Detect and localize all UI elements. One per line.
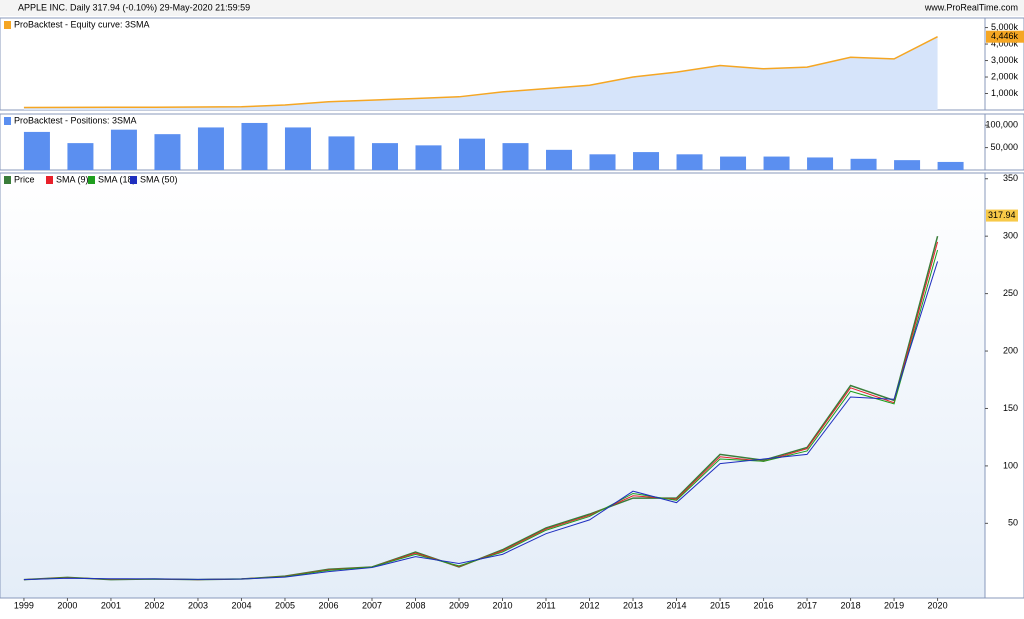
x-tick-label: 2006 xyxy=(318,600,338,610)
header-title: APPLE INC. Daily 317.94 (-0.10%) 29-May-… xyxy=(18,2,250,12)
series-line xyxy=(23,261,939,581)
legend-swatch xyxy=(4,117,11,125)
position-bar xyxy=(328,136,355,170)
x-tick-label: 2014 xyxy=(667,600,687,610)
position-bar xyxy=(633,152,660,170)
legend-label: Price xyxy=(14,174,35,184)
x-tick-label: 2013 xyxy=(623,600,643,610)
position-bar xyxy=(241,122,268,170)
x-tick-label: 2018 xyxy=(841,600,861,610)
x-tick-label: 2019 xyxy=(884,600,904,610)
x-tick-label: 2017 xyxy=(797,600,817,610)
x-tick-label: 2003 xyxy=(188,600,208,610)
pane xyxy=(0,113,986,171)
last-value-label: 4,446k xyxy=(991,31,1019,41)
position-bar xyxy=(502,143,529,170)
y-tick-label: 4,000k xyxy=(991,38,1019,48)
position-bar xyxy=(284,127,311,170)
position-bar xyxy=(807,157,834,170)
y-tick-label: 5,000k xyxy=(991,22,1019,32)
position-bar xyxy=(458,138,485,170)
position-bar xyxy=(23,131,50,170)
equity-line xyxy=(23,36,938,109)
last-value-box xyxy=(986,30,1024,43)
x-tick-label: 2007 xyxy=(362,600,382,610)
legend-swatch xyxy=(4,21,11,29)
position-bar xyxy=(67,143,94,170)
position-bar xyxy=(371,143,398,170)
y-tick-label: 2,000k xyxy=(991,71,1019,81)
y-tick-label: 1,000k xyxy=(991,88,1019,98)
y-tick-label: 100,000 xyxy=(985,120,1018,130)
position-bar xyxy=(546,149,573,170)
last-value-box xyxy=(986,209,1018,222)
legend-swatch xyxy=(46,176,53,184)
position-bar xyxy=(894,160,921,170)
x-tick-label: 2010 xyxy=(492,600,512,610)
legend-label: SMA (18) xyxy=(98,174,136,184)
pane-title: ProBacktest - Positions: 3SMA xyxy=(14,115,137,125)
equity-area xyxy=(23,36,938,110)
position-bar xyxy=(110,129,137,170)
y-tick-label: 100 xyxy=(1003,460,1018,470)
position-bar xyxy=(589,154,616,170)
legend-swatch xyxy=(4,176,11,184)
x-tick-label: 2012 xyxy=(580,600,600,610)
y-tick-label: 150 xyxy=(1003,403,1018,413)
x-tick-label: 2009 xyxy=(449,600,469,610)
x-tick-label: 2015 xyxy=(710,600,730,610)
y-tick-label: 300 xyxy=(1003,231,1018,241)
x-tick-label: 1999 xyxy=(14,600,34,610)
x-tick-label: 2016 xyxy=(754,600,774,610)
x-tick-label: 2005 xyxy=(275,600,295,610)
pane xyxy=(0,172,986,599)
x-tick-label: 2000 xyxy=(57,600,77,610)
axis-panel xyxy=(984,113,1024,171)
header-site: www.ProRealTime.com xyxy=(924,2,1018,12)
x-tick-label: 2001 xyxy=(101,600,121,610)
y-tick-label: 50,000 xyxy=(990,142,1018,152)
y-tick-label: 50 xyxy=(1008,518,1018,528)
position-bar xyxy=(937,161,964,170)
x-tick-label: 2011 xyxy=(536,600,555,610)
legend-label: SMA (9) xyxy=(56,174,89,184)
position-bar xyxy=(763,156,790,170)
y-tick-label: 3,000k xyxy=(991,55,1019,65)
position-bar xyxy=(415,145,442,170)
y-tick-label: 200 xyxy=(1003,345,1018,355)
y-tick-label: 250 xyxy=(1003,288,1018,298)
y-tick-label: 350 xyxy=(1003,173,1018,183)
x-tick-label: 2004 xyxy=(231,600,251,610)
position-bar xyxy=(197,127,224,170)
pane-title: ProBacktest - Equity curve: 3SMA xyxy=(14,19,150,29)
last-value-label: 317.94 xyxy=(988,210,1016,220)
header-bar xyxy=(0,0,1024,16)
x-tick-label: 2002 xyxy=(144,600,164,610)
legend-swatch xyxy=(130,176,137,184)
position-bar xyxy=(720,156,747,170)
axis-panel xyxy=(984,172,1024,599)
x-tick-label: 2020 xyxy=(928,600,948,610)
x-tick-label: 2008 xyxy=(405,600,425,610)
position-bar xyxy=(850,158,877,170)
position-bar xyxy=(154,134,181,170)
legend-label: SMA (50) xyxy=(140,174,178,184)
legend-swatch xyxy=(88,176,95,184)
position-bar xyxy=(676,154,703,170)
